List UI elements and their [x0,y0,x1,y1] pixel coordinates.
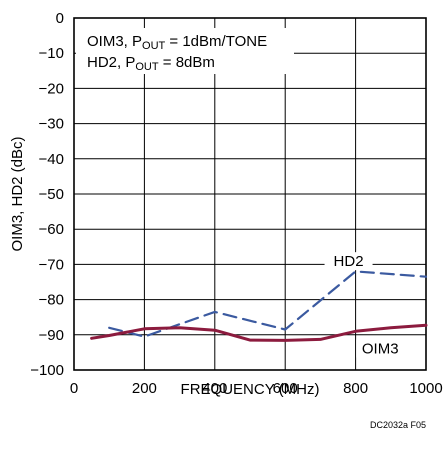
y-tick-label: −40 [39,151,64,168]
legend-line-oim3-sub: OUT [142,40,166,52]
legend-line-oim3-rest: = 1dBm/TONE [165,33,267,50]
y-tick-label: −50 [39,186,64,203]
y-axis-label: OIM3, HD2 (dBc) [9,136,26,251]
series-label-bg [356,339,405,358]
y-tick-label: −100 [30,362,64,379]
y-tick-label: −60 [39,221,64,238]
legend-line-hd2: HD2, POUT = 8dBm [87,54,215,73]
x-tick-label: 0 [70,380,78,397]
series-line-oim3 [90,323,428,342]
legend-line-hd2-sub: OUT [135,61,159,73]
series-line-hd2 [108,270,428,338]
y-tick-label: 0 [56,10,64,27]
x-tick-label: 600 [273,380,298,397]
y-tick-labels: 0 −10 −20 −30 −40 −50 −60 −70 −80 −90 −100 [30,10,64,379]
x-tick-labels: 0 200 400 600 800 1000 [70,380,443,397]
series-lines [90,270,428,342]
legend-line-oim3: OIM3, POUT = 1dBm/TONE [87,33,267,52]
series-label-oim3: OIM3 [362,340,399,357]
y-tick-label: −20 [39,80,64,97]
y-tick-label: −90 [39,327,64,344]
y-tick-label: −70 [39,256,64,273]
x-tick-label: 200 [132,380,157,397]
y-tick-label: −10 [39,45,64,62]
legend-line-hd2-main: HD2, P [87,54,135,71]
series-label-hd2: HD2 [334,253,364,270]
legend-background [76,28,294,74]
x-tick-label: 400 [202,380,227,397]
series-labels: HD2 OIM3 [324,252,405,358]
x-axis-label: FREQUENCY (MHz) [181,381,320,398]
legend-line-oim3-main: OIM3, P [87,33,142,50]
legend-box: OIM3, POUT = 1dBm/TONE HD2, POUT = 8dBm [76,28,294,74]
y-tick-label: −30 [39,116,64,133]
legend-line-hd2-rest: = 8dBm [159,54,215,71]
figure-footnote: DC2032a F05 [370,420,426,430]
series-label-bg [324,252,373,271]
y-tick-label: −80 [39,292,64,309]
plot-frame [73,17,427,371]
x-tick-label: 800 [343,380,368,397]
x-tick-label: 1000 [409,380,442,397]
